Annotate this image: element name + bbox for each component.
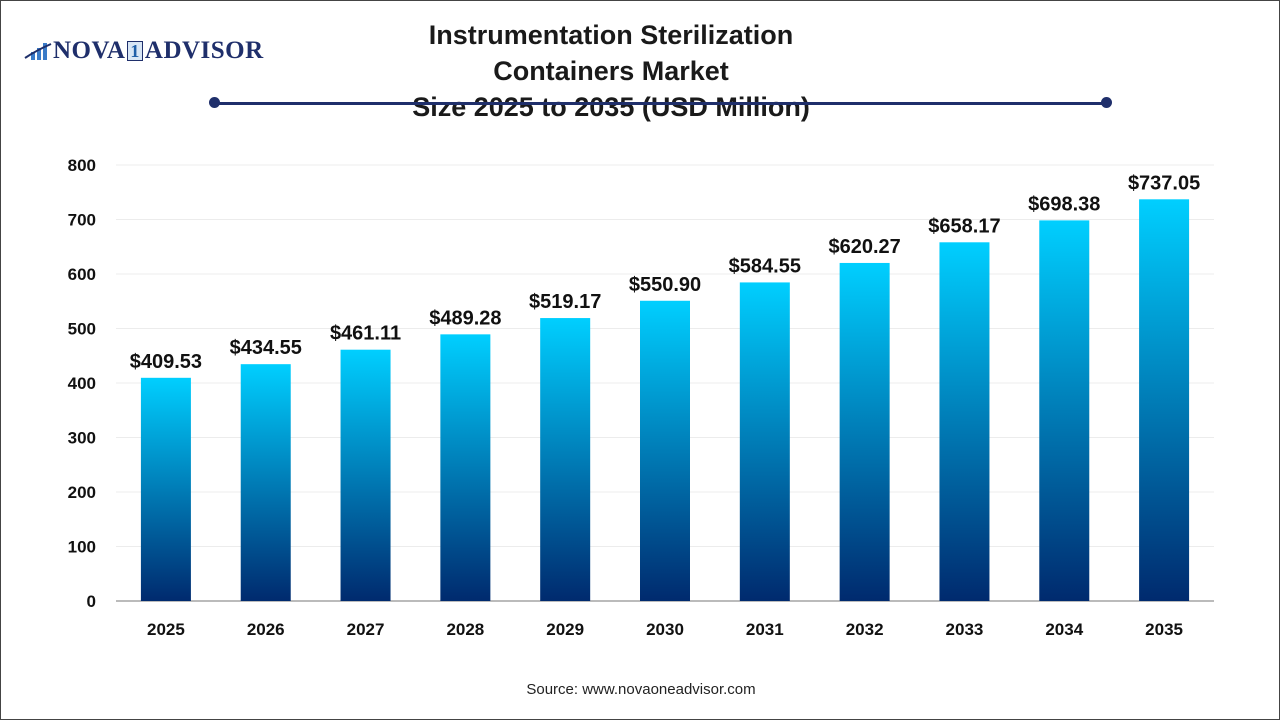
bar-2032 [839, 262, 890, 601]
x-tick-label: 2025 [147, 620, 185, 639]
x-tick-label: 2028 [446, 620, 484, 639]
x-tick-label: 2029 [546, 620, 584, 639]
data-label-2029: $519.17 [529, 291, 601, 313]
bar-2025 [140, 377, 191, 601]
x-tick-label: 2027 [347, 620, 385, 639]
nova-advisor-logo: NOVA 1 ADVISOR [23, 37, 264, 65]
rule-dot-right [1101, 97, 1112, 108]
bar-2030 [640, 300, 690, 601]
x-tick-label: 2031 [746, 620, 784, 639]
y-tick-label: 200 [68, 483, 96, 502]
data-label-2028: $489.28 [429, 307, 501, 329]
bar-2029 [540, 318, 591, 601]
bar-2031 [739, 282, 790, 601]
bar-2027 [340, 349, 391, 601]
data-label-2025: $409.53 [130, 351, 202, 373]
y-tick-label: 0 [87, 592, 96, 611]
chart-title: Instrumentation Sterilization Containers… [361, 17, 861, 125]
bar-2033 [939, 242, 990, 601]
x-tick-label: 2034 [1045, 620, 1083, 639]
y-tick-label: 800 [68, 156, 96, 175]
y-tick-label: 700 [68, 211, 96, 230]
y-tick-label: 300 [68, 429, 96, 448]
bar-2035 [1139, 199, 1190, 602]
x-tick-label: 2035 [1145, 620, 1183, 639]
title-rule [214, 102, 1107, 105]
y-tick-label: 600 [68, 265, 96, 284]
y-tick-label: 100 [68, 538, 96, 557]
data-label-2034: $698.38 [1028, 193, 1100, 215]
bar-chart-logo-icon [24, 43, 52, 60]
data-label-2027: $461.11 [330, 323, 401, 345]
bar-2028 [440, 334, 491, 601]
data-label-2032: $620.27 [828, 236, 900, 258]
source-note: Source: www.novaoneadvisor.com [526, 681, 756, 698]
x-tick-label: 2033 [946, 620, 984, 639]
title-line-1: Instrumentation Sterilization Containers… [428, 20, 794, 86]
bar-2026 [240, 364, 291, 601]
y-tick-label: 500 [68, 320, 96, 339]
data-label-2035: $737.05 [1128, 172, 1200, 194]
data-label-2030: $550.90 [629, 274, 701, 296]
logo-text-advisor: ADVISOR [144, 37, 264, 64]
x-tick-label: 2030 [646, 620, 684, 639]
logo-text-nova: NOVA [53, 37, 126, 64]
data-label-2031: $584.55 [729, 255, 801, 277]
logo-text-one: 1 [127, 41, 143, 61]
x-tick-label: 2026 [247, 620, 285, 639]
y-tick-label: 400 [68, 374, 96, 393]
bar-2034 [1039, 220, 1090, 601]
x-tick-label: 2032 [846, 620, 884, 639]
data-label-2033: $658.17 [928, 215, 1000, 237]
data-label-2026: $434.55 [230, 337, 302, 359]
title-line-2: Size 2025 to 2035 (USD Million) [412, 92, 810, 122]
